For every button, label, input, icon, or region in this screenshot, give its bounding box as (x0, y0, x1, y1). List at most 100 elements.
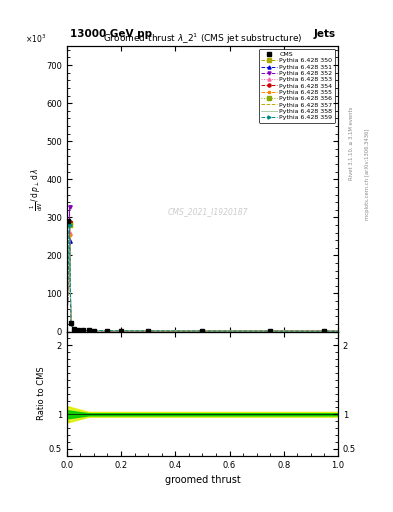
Pythia 6.428 351 (83, 327, 88, 333)
Pythia 6.428 355 (336, 328, 340, 334)
Pythia 6.428 353 (64, 329, 69, 335)
Pythia 6.428 357 (336, 328, 340, 334)
Pythia 6.428 353 (71, 326, 76, 332)
Pythia 6.428 354 (67, 219, 72, 225)
Pythia 6.428 352 (173, 328, 178, 334)
Pythia 6.428 352 (83, 327, 88, 333)
Pythia 6.428 355 (119, 328, 123, 334)
Pythia 6.428 354 (68, 321, 73, 327)
Line: Pythia 6.428 353: Pythia 6.428 353 (65, 231, 340, 333)
Pythia 6.428 352 (119, 328, 123, 334)
Pythia 6.428 355 (71, 326, 76, 332)
Pythia 6.428 351 (336, 328, 340, 334)
Pythia 6.428 355 (97, 328, 102, 334)
Line: Pythia 6.428 351: Pythia 6.428 351 (65, 240, 340, 333)
Pythia 6.428 351 (97, 328, 102, 334)
Pythia 6.428 352 (75, 327, 80, 333)
X-axis label: groomed thrust: groomed thrust (165, 475, 240, 485)
CMS (119, 328, 123, 334)
Pythia 6.428 359 (67, 222, 72, 228)
Pythia 6.428 351 (71, 326, 76, 332)
Line: Pythia 6.428 359: Pythia 6.428 359 (65, 223, 340, 333)
Pythia 6.428 356 (97, 328, 102, 334)
Pythia 6.428 356 (336, 328, 340, 334)
Pythia 6.428 355 (67, 232, 72, 238)
Pythia 6.428 351 (173, 328, 178, 334)
Y-axis label: Ratio to CMS: Ratio to CMS (37, 367, 46, 420)
Pythia 6.428 357 (75, 327, 80, 333)
Pythia 6.428 351 (64, 329, 69, 335)
Pythia 6.428 352 (68, 321, 73, 327)
CMS (68, 320, 73, 326)
Pythia 6.428 355 (83, 327, 88, 333)
CMS (146, 328, 151, 334)
Pythia 6.428 357 (119, 328, 123, 334)
Pythia 6.428 350 (71, 326, 76, 332)
CMS (66, 218, 70, 224)
Line: CMS: CMS (66, 219, 327, 333)
Pythia 6.428 355 (254, 328, 259, 334)
Pythia 6.428 350 (68, 321, 73, 327)
Pythia 6.428 359 (64, 329, 69, 335)
Pythia 6.428 359 (97, 328, 102, 334)
Pythia 6.428 351 (67, 238, 72, 244)
Pythia 6.428 357 (97, 328, 102, 334)
Pythia 6.428 356 (64, 329, 69, 335)
Line: Pythia 6.428 358: Pythia 6.428 358 (67, 224, 338, 332)
Pythia 6.428 356 (173, 328, 178, 334)
Pythia 6.428 358 (71, 326, 76, 332)
Text: CMS_2021_I1920187: CMS_2021_I1920187 (167, 207, 248, 216)
Pythia 6.428 353 (173, 328, 178, 334)
Pythia 6.428 350 (254, 328, 259, 334)
Pythia 6.428 359 (83, 327, 88, 333)
Pythia 6.428 358 (67, 221, 72, 227)
Pythia 6.428 350 (67, 220, 72, 226)
Text: 13000 GeV pp: 13000 GeV pp (70, 29, 152, 39)
Pythia 6.428 355 (64, 329, 69, 335)
Pythia 6.428 357 (173, 328, 178, 334)
Pythia 6.428 352 (71, 326, 76, 332)
Pythia 6.428 353 (67, 230, 72, 237)
Pythia 6.428 359 (75, 327, 80, 333)
Pythia 6.428 354 (64, 329, 69, 335)
Pythia 6.428 356 (68, 321, 73, 327)
Pythia 6.428 355 (75, 327, 80, 333)
Pythia 6.428 355 (68, 321, 73, 327)
Pythia 6.428 353 (97, 328, 102, 334)
Pythia 6.428 356 (83, 327, 88, 333)
Pythia 6.428 353 (336, 328, 340, 334)
Pythia 6.428 354 (97, 328, 102, 334)
Line: Pythia 6.428 352: Pythia 6.428 352 (65, 206, 340, 333)
Pythia 6.428 356 (75, 327, 80, 333)
Pythia 6.428 359 (254, 328, 259, 334)
Pythia 6.428 352 (97, 328, 102, 334)
Legend: CMS, Pythia 6.428 350, Pythia 6.428 351, Pythia 6.428 352, Pythia 6.428 353, Pyt: CMS, Pythia 6.428 350, Pythia 6.428 351,… (259, 49, 335, 123)
Pythia 6.428 352 (67, 204, 72, 210)
Pythia 6.428 350 (97, 328, 102, 334)
Pythia 6.428 357 (71, 326, 76, 332)
Pythia 6.428 357 (83, 327, 88, 333)
Pythia 6.428 353 (119, 328, 123, 334)
Pythia 6.428 357 (67, 221, 72, 227)
Pythia 6.428 351 (254, 328, 259, 334)
Title: Groomed thrust $\lambda\_2^1$ (CMS jet substructure): Groomed thrust $\lambda\_2^1$ (CMS jet s… (103, 32, 302, 46)
Pythia 6.428 352 (64, 329, 69, 335)
Pythia 6.428 350 (173, 328, 178, 334)
Pythia 6.428 358 (119, 328, 123, 334)
CMS (71, 326, 76, 332)
Y-axis label: $\frac{1}{\mathrm{d}N}\,/\,\mathrm{d}\,p_\perp\,\mathrm{d}\,\lambda$: $\frac{1}{\mathrm{d}N}\,/\,\mathrm{d}\,p… (29, 167, 45, 210)
Text: mcplots.cern.ch [arXiv:1306.3436]: mcplots.cern.ch [arXiv:1306.3436] (365, 129, 370, 220)
Pythia 6.428 359 (119, 328, 123, 334)
CMS (105, 328, 110, 334)
Pythia 6.428 354 (71, 326, 76, 332)
Text: $\times 10^3$: $\times 10^3$ (25, 32, 46, 45)
Line: Pythia 6.428 356: Pythia 6.428 356 (65, 223, 340, 333)
Pythia 6.428 357 (64, 329, 69, 335)
Pythia 6.428 352 (336, 328, 340, 334)
Line: Pythia 6.428 357: Pythia 6.428 357 (67, 224, 338, 332)
Pythia 6.428 350 (119, 328, 123, 334)
Pythia 6.428 358 (173, 328, 178, 334)
Pythia 6.428 358 (336, 328, 340, 334)
Pythia 6.428 351 (68, 321, 73, 327)
Pythia 6.428 356 (71, 326, 76, 332)
